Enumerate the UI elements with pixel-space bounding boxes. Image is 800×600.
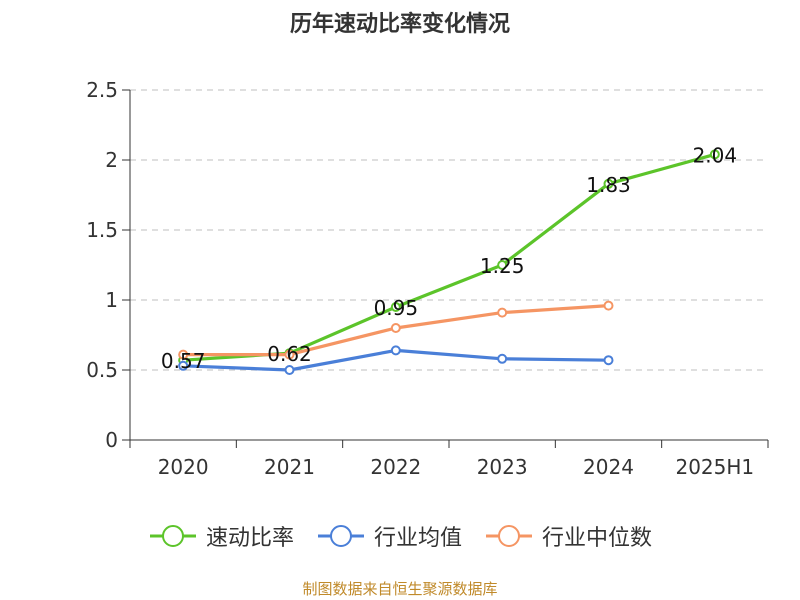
data-labels: 0.57 0.62 0.95 1.25 1.83 2.04: [161, 143, 737, 373]
legend-marker-icon: [317, 525, 364, 547]
data-point: [497, 307, 508, 318]
data-point: [709, 149, 720, 160]
legend-marker-icon: [149, 525, 196, 547]
data-label: 2.04: [693, 143, 738, 167]
y-tick-label: 2.5: [86, 78, 118, 102]
legend-marker-icon: [486, 525, 532, 547]
data-point: [390, 323, 401, 333]
data-point: [284, 365, 295, 375]
data-label: 0.95: [374, 296, 419, 320]
legend-item[interactable]: 行业中位数: [484, 520, 652, 552]
legend-label: 行业均值: [373, 526, 462, 551]
x-tick-label: 2023: [477, 455, 528, 479]
y-tick-label: 2: [105, 148, 118, 172]
data-point: [390, 302, 401, 312]
series-line: [183, 152, 716, 362]
legend-label: 行业中位数: [542, 526, 653, 551]
series-group: [178, 149, 720, 375]
legend-item[interactable]: 行业均值: [316, 520, 462, 552]
data-point: [497, 260, 508, 270]
data-point: [603, 178, 614, 189]
x-tick-label: 2021: [264, 455, 315, 479]
y-tick-label: 1: [105, 288, 118, 312]
data-label: 1.83: [586, 173, 631, 197]
chart-title: 历年速动比率变化情况: [289, 12, 510, 37]
data-point: [603, 355, 614, 366]
x-tick-label: 2020: [158, 455, 209, 479]
x-tick-label: 2024: [583, 455, 634, 479]
y-tick-label: 0.5: [86, 358, 118, 382]
legend-item[interactable]: 速动比率: [148, 520, 294, 552]
data-point: [497, 353, 508, 364]
y-tick-label: 1.5: [86, 218, 118, 242]
data-point: [603, 300, 614, 311]
source-footer: 制图数据来自恒生聚源数据库: [302, 580, 498, 598]
legend: 速动比率 行业均值 行业中位数: [0, 520, 800, 552]
data-label: 0.57: [161, 349, 206, 373]
data-point: [178, 349, 189, 360]
x-tick-label: 2025H1: [675, 455, 754, 479]
legend-label: 速动比率: [205, 526, 294, 551]
axes: 0 0.5 1 1.5 2 2.5 2020 2021 2022 2023 2024 2025H1: [86, 78, 769, 479]
y-tick-label: 0: [105, 428, 118, 452]
data-label: 1.25: [480, 254, 525, 278]
x-tick-label: 2022: [370, 455, 421, 479]
grid-lines: [130, 89, 768, 371]
data-point: [390, 345, 401, 356]
data-point: [284, 349, 295, 360]
data-label: 0.62: [267, 342, 312, 366]
data-point: [178, 360, 189, 371]
